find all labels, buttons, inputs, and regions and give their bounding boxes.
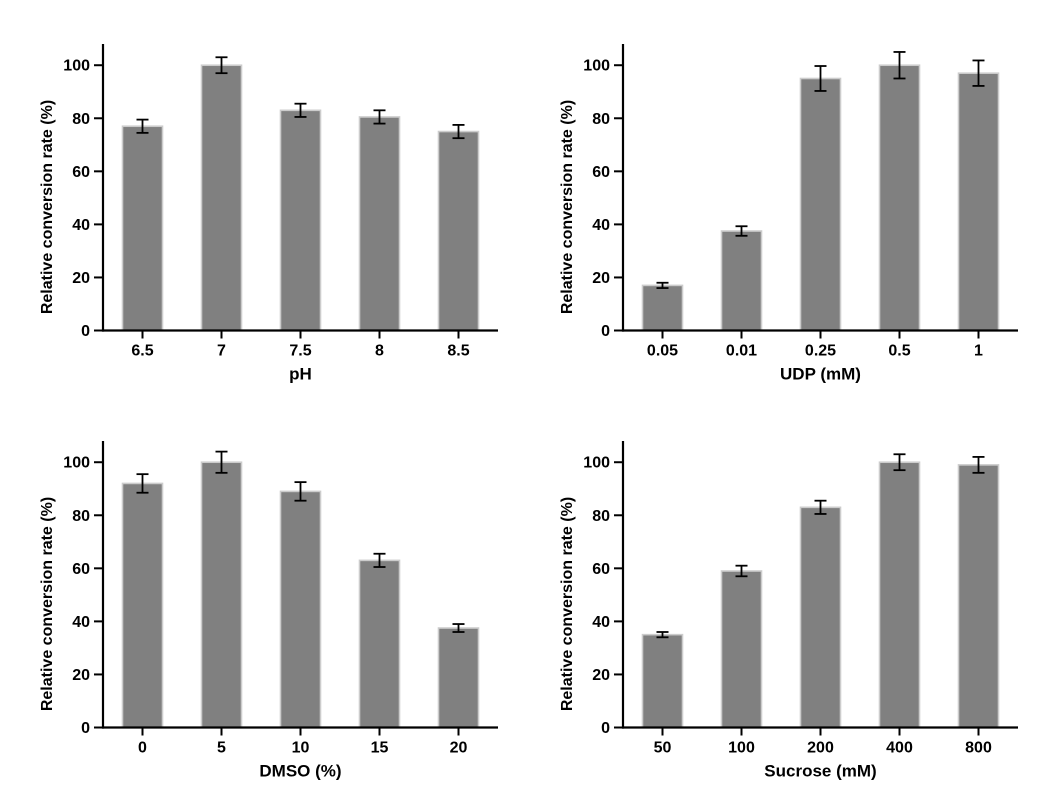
x-tick-label: 6.5: [131, 343, 153, 360]
y-tick-label: 80: [592, 111, 610, 128]
y-tick-label: 0: [601, 720, 610, 737]
x-tick-label: 0.25: [805, 343, 836, 360]
y-tick-label: 40: [72, 614, 90, 631]
chart-udp-plot: 0.05 0.01 0.25 0.5 1 0 20 40 60 80 100 UDP (mM) Rela…: [559, 44, 1018, 384]
y-tick-label: 0: [601, 323, 610, 340]
x-tick-label: 50: [654, 740, 672, 757]
bar-0.25: [799, 77, 842, 332]
bar-7.5: [279, 109, 322, 332]
y-tick-label: 0: [81, 720, 90, 737]
y-tick-label: 60: [592, 164, 610, 181]
chart-dmso-plot: 0 5 10 15 20 0 20 40 60 80 100 DMSO (%) Relative con…: [39, 441, 498, 781]
bar-7: [200, 64, 243, 332]
y-tick-label: 0: [81, 323, 90, 340]
bar-0.5: [878, 64, 921, 332]
y-tick-label: 100: [583, 455, 610, 472]
x-tick-label: 8.5: [447, 343, 469, 360]
x-tick-label: 5: [217, 740, 226, 757]
bar-5: [200, 461, 243, 729]
x-tick-label: 10: [292, 740, 310, 757]
x-axis-title: Sucrose (mM): [764, 762, 876, 781]
x-tick-label: 0.01: [726, 343, 757, 360]
y-tick-label: 80: [72, 111, 90, 128]
x-tick-label: 200: [807, 740, 834, 757]
bar-15: [358, 559, 401, 729]
y-tick-label: 40: [72, 217, 90, 234]
y-tick-label: 60: [592, 561, 610, 578]
y-tick-label: 80: [592, 508, 610, 525]
y-tick-label: 60: [72, 164, 90, 181]
x-tick-label: 0.5: [888, 343, 910, 360]
y-tick-label: 20: [592, 667, 610, 684]
y-tick-label: 20: [592, 270, 610, 287]
bar-800: [957, 464, 1000, 729]
chart-ph-plot: 6.5 7 7.5 8 8.5 0 20 40 60 80 100 pH Relative conver…: [39, 44, 498, 384]
chart-udp: 0.05 0.01 0.25 0.5 1 0 20 40 60 80 100 UDP (mM) Rela…: [520, 0, 1040, 397]
x-axis-title: pH: [289, 365, 312, 384]
y-tick-label: 20: [72, 270, 90, 287]
chart-sucrose-plot: 50 100 200 400 800 0 20 40 60 80 100 Sucrose (mM) Re…: [559, 441, 1018, 781]
bar-0.01: [720, 230, 763, 332]
x-axis-title: UDP (mM): [780, 365, 861, 384]
bar-20: [437, 627, 480, 729]
bar-0.05: [641, 284, 684, 332]
x-tick-label: 8: [375, 343, 384, 360]
bar-10: [279, 490, 322, 729]
x-tick-label: 800: [965, 740, 992, 757]
y-tick-label: 100: [63, 58, 90, 75]
y-tick-label: 40: [592, 614, 610, 631]
y-tick-label: 80: [72, 508, 90, 525]
x-axis-title: DMSO (%): [259, 762, 341, 781]
bar-8.5: [437, 130, 480, 332]
x-tick-label: 7: [217, 343, 226, 360]
bar-0: [121, 482, 164, 729]
chart-ph: 6.5 7 7.5 8 8.5 0 20 40 60 80 100 pH Relative conver…: [0, 0, 520, 397]
x-tick-label: 7.5: [289, 343, 311, 360]
bar-1: [957, 72, 1000, 332]
bar-100: [720, 570, 763, 729]
y-tick-label: 100: [583, 58, 610, 75]
x-tick-label: 0.05: [647, 343, 678, 360]
y-axis-title: Relative conversion rate (%): [39, 497, 56, 711]
chart-sucrose: 50 100 200 400 800 0 20 40 60 80 100 Sucrose (mM) Re…: [520, 397, 1040, 794]
y-axis-title: Relative conversion rate (%): [559, 497, 576, 711]
y-tick-label: 60: [72, 561, 90, 578]
x-tick-label: 15: [371, 740, 389, 757]
y-axis-title: Relative conversion rate (%): [559, 100, 576, 314]
y-tick-label: 40: [592, 217, 610, 234]
x-tick-label: 20: [450, 740, 468, 757]
y-axis-title: Relative conversion rate (%): [39, 100, 56, 314]
bar-50: [641, 633, 684, 729]
x-tick-label: 0: [138, 740, 147, 757]
bar-400: [878, 461, 921, 729]
y-tick-label: 100: [63, 455, 90, 472]
bar-200: [799, 506, 842, 729]
x-tick-label: 400: [886, 740, 913, 757]
y-tick-label: 20: [72, 667, 90, 684]
bar-8: [358, 116, 401, 332]
chart-dmso: 0 5 10 15 20 0 20 40 60 80 100 DMSO (%) Relative con…: [0, 397, 520, 794]
x-tick-label: 100: [728, 740, 755, 757]
x-tick-label: 1: [974, 343, 983, 360]
bar-6.5: [121, 125, 164, 332]
